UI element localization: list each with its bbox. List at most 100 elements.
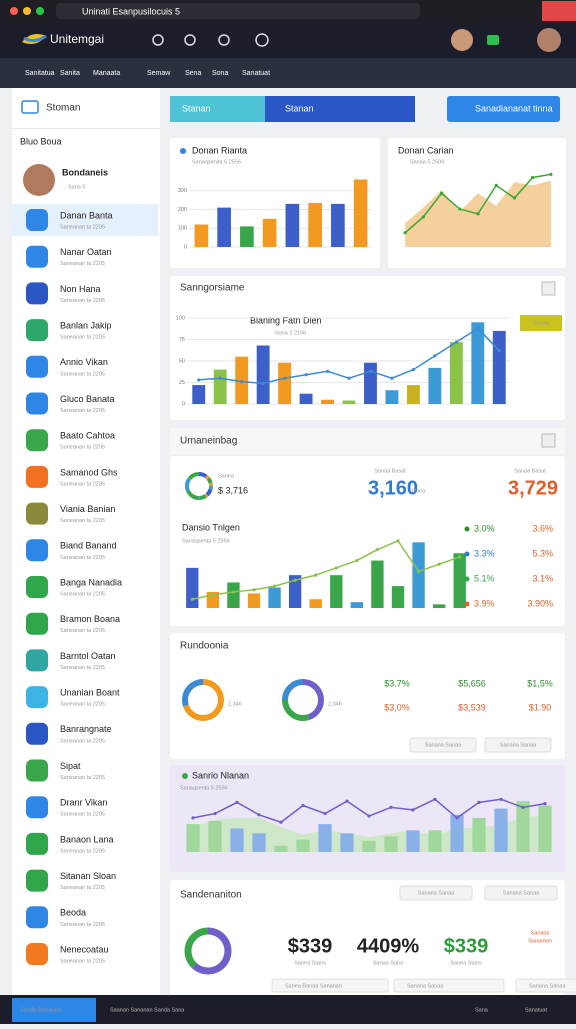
- item-icon[interactable]: [26, 466, 48, 488]
- bar: [406, 830, 419, 852]
- footer-button-label: Sanda Stanauan: [20, 1007, 61, 1013]
- legend-dot: [465, 602, 470, 607]
- item-title: Barntol Oatan: [60, 651, 116, 661]
- item-title: Nenecoatau: [60, 944, 109, 954]
- bar: [208, 821, 221, 852]
- bar: [471, 322, 484, 404]
- nav-item[interactable]: Semaw: [147, 70, 171, 77]
- point: [549, 173, 552, 176]
- nav-item[interactable]: Sanita: [60, 70, 80, 77]
- bar: [214, 370, 227, 404]
- bar: [494, 809, 507, 852]
- point: [458, 555, 461, 558]
- item-sub: Saneanan ta 2205: [60, 261, 105, 267]
- nav-item[interactable]: Manaata: [93, 70, 120, 77]
- item-sub: Saneanan ta 2205: [60, 555, 105, 561]
- bar: [240, 226, 254, 247]
- item-icon[interactable]: [26, 760, 48, 782]
- card-subtitle: Sanaqsenta 5 2556: [180, 785, 228, 791]
- item-icon[interactable]: [26, 282, 48, 304]
- nav-item[interactable]: Sona: [212, 70, 228, 77]
- point: [240, 380, 243, 383]
- donut-label: 2,346: [328, 701, 342, 707]
- item-sub: Saneanan ta 2205: [60, 738, 105, 744]
- bar: [412, 542, 424, 608]
- stat-value: $3.7%: [384, 678, 410, 688]
- tab-label: Stanan: [285, 103, 314, 113]
- point: [294, 579, 297, 582]
- stat-unit: Dana: [412, 488, 426, 494]
- point: [531, 176, 534, 179]
- footer-text: Saanan Sananan Sanda Sana: [110, 1007, 185, 1013]
- point: [455, 816, 458, 819]
- card: [170, 138, 380, 268]
- section-title: Rundoonia: [180, 641, 229, 652]
- item-sub: Saneanan ta 2205: [60, 702, 105, 708]
- stat-value: $3,0%: [384, 702, 410, 712]
- point: [499, 798, 502, 801]
- point: [477, 801, 480, 804]
- y-tick-label: 100: [176, 315, 185, 321]
- point: [314, 574, 317, 577]
- item-icon[interactable]: [26, 209, 48, 231]
- stat-value: $1,5%: [527, 678, 553, 688]
- item-icon[interactable]: [26, 870, 48, 892]
- item-icon[interactable]: [26, 833, 48, 855]
- item-icon[interactable]: [26, 576, 48, 598]
- sidebar-title: Stoman: [46, 103, 80, 114]
- badge[interactable]: [487, 35, 499, 45]
- point: [252, 588, 255, 591]
- avatar[interactable]: [451, 29, 473, 51]
- bar: [217, 208, 231, 247]
- point: [411, 808, 414, 811]
- nav-item[interactable]: Sanitatua: [25, 70, 55, 77]
- item-icon[interactable]: [26, 613, 48, 635]
- legend-label: 3.3%: [474, 548, 495, 558]
- point: [390, 377, 393, 380]
- item-icon[interactable]: [26, 686, 48, 708]
- item-icon[interactable]: [26, 943, 48, 965]
- bar: [321, 400, 334, 404]
- item-icon[interactable]: [26, 723, 48, 745]
- bar: [274, 846, 287, 852]
- item-icon[interactable]: [26, 429, 48, 451]
- card-title: Sanrio Nlanan: [192, 770, 249, 780]
- point: [513, 196, 516, 199]
- item-icon[interactable]: [26, 649, 48, 671]
- legend-value: 3.1%: [532, 573, 553, 583]
- item-icon[interactable]: [26, 356, 48, 378]
- point: [543, 802, 546, 805]
- stat-value: $339: [444, 935, 489, 957]
- point: [197, 378, 200, 381]
- stat-value: $ 3,716: [218, 485, 248, 495]
- nav-item[interactable]: Sena: [185, 70, 201, 77]
- item-icon[interactable]: [26, 796, 48, 818]
- dropdown-label: Sanana Sanaa: [418, 890, 455, 896]
- card-subtitle: Sanaa 5 2506: [410, 159, 444, 165]
- point: [521, 806, 524, 809]
- nav-item[interactable]: Sanatuat: [242, 70, 270, 77]
- footer-link: Sanatuat: [525, 1007, 547, 1013]
- profile-sub: Sana 0: [68, 184, 85, 190]
- item-sub: Saneanan ta 2205: [60, 775, 105, 781]
- close[interactable]: [542, 1, 576, 21]
- point: [323, 812, 326, 815]
- item-icon[interactable]: [26, 246, 48, 268]
- item-icon[interactable]: [26, 393, 48, 415]
- stat-label: Sanaa Basat: [374, 468, 406, 474]
- bar: [428, 368, 441, 404]
- item-icon[interactable]: [26, 503, 48, 525]
- item-icon[interactable]: [26, 539, 48, 561]
- avatar[interactable]: [537, 28, 561, 52]
- item-icon[interactable]: [26, 319, 48, 341]
- chart-title: Dansio Tnlgen: [182, 522, 240, 532]
- item-icon[interactable]: [26, 906, 48, 928]
- y-tick-label: 200: [178, 207, 187, 213]
- stat-value: 3,160: [368, 477, 418, 499]
- bar: [248, 593, 260, 608]
- stat-label: Sanea Stans: [450, 960, 482, 966]
- stat-label: Sanaa Sana: [373, 960, 404, 966]
- donut-segment: [206, 495, 207, 496]
